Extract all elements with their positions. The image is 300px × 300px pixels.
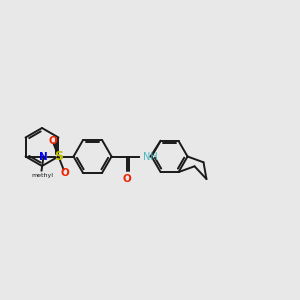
Text: O: O xyxy=(48,136,57,146)
Text: S: S xyxy=(54,150,63,163)
Text: methyl: methyl xyxy=(32,173,53,178)
Text: N: N xyxy=(39,152,48,161)
Text: NH: NH xyxy=(142,152,157,161)
Text: O: O xyxy=(60,167,69,178)
Text: O: O xyxy=(122,175,131,184)
